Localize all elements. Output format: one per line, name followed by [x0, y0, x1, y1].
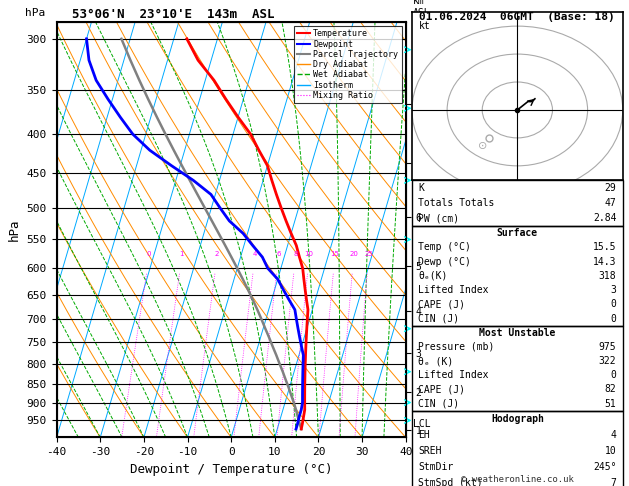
Text: 47: 47	[604, 198, 616, 208]
Text: km
ASL: km ASL	[413, 0, 430, 17]
Text: CAPE (J): CAPE (J)	[418, 384, 465, 395]
Text: EH: EH	[418, 430, 430, 440]
Y-axis label: hPa: hPa	[8, 218, 21, 241]
Text: Lifted Index: Lifted Index	[418, 285, 489, 295]
Text: © weatheronline.co.uk: © weatheronline.co.uk	[461, 474, 574, 484]
Text: 2: 2	[215, 251, 220, 257]
Text: 318: 318	[599, 271, 616, 281]
X-axis label: Dewpoint / Temperature (°C): Dewpoint / Temperature (°C)	[130, 463, 332, 476]
Text: 6: 6	[276, 251, 281, 257]
Text: 4: 4	[611, 430, 616, 440]
Text: Most Unstable: Most Unstable	[479, 328, 555, 338]
Text: 82: 82	[604, 384, 616, 395]
Text: CIN (J): CIN (J)	[418, 313, 459, 324]
Text: K: K	[418, 183, 424, 192]
Legend: Temperature, Dewpoint, Parcel Trajectory, Dry Adiabat, Wet Adiabat, Isotherm, Mi: Temperature, Dewpoint, Parcel Trajectory…	[294, 26, 401, 103]
Text: 14.3: 14.3	[593, 257, 616, 267]
Text: 4: 4	[253, 251, 257, 257]
Text: 2.84: 2.84	[593, 213, 616, 223]
Text: 0: 0	[611, 313, 616, 324]
Text: 01.06.2024  06GMT  (Base: 18): 01.06.2024 06GMT (Base: 18)	[420, 12, 615, 22]
Text: θₑ(K): θₑ(K)	[418, 271, 448, 281]
Text: 20: 20	[349, 251, 358, 257]
Text: 15.5: 15.5	[593, 243, 616, 252]
Text: StmDir: StmDir	[418, 462, 454, 472]
Text: 322: 322	[599, 356, 616, 366]
Text: 15: 15	[330, 251, 339, 257]
Text: SREH: SREH	[418, 446, 442, 456]
Text: 3: 3	[611, 285, 616, 295]
Text: 245°: 245°	[593, 462, 616, 472]
Text: 0: 0	[611, 370, 616, 380]
Text: Temp (°C): Temp (°C)	[418, 243, 471, 252]
Text: kt: kt	[419, 20, 431, 31]
Text: 29: 29	[604, 183, 616, 192]
Text: Pressure (mb): Pressure (mb)	[418, 342, 494, 352]
Text: 10: 10	[304, 251, 314, 257]
Text: 10: 10	[604, 446, 616, 456]
Text: CIN (J): CIN (J)	[418, 399, 459, 409]
Text: 1: 1	[180, 251, 184, 257]
Text: 975: 975	[599, 342, 616, 352]
Text: Hodograph: Hodograph	[491, 414, 544, 424]
Text: 0: 0	[147, 251, 152, 257]
Text: 8: 8	[293, 251, 298, 257]
Text: 7: 7	[611, 478, 616, 486]
Text: θₑ (K): θₑ (K)	[418, 356, 454, 366]
Text: Totals Totals: Totals Totals	[418, 198, 494, 208]
Text: PW (cm): PW (cm)	[418, 213, 459, 223]
Text: Surface: Surface	[497, 228, 538, 238]
Text: Dewp (°C): Dewp (°C)	[418, 257, 471, 267]
Text: Lifted Index: Lifted Index	[418, 370, 489, 380]
Text: 25: 25	[364, 251, 373, 257]
Text: ⊙: ⊙	[477, 141, 487, 151]
Text: hPa: hPa	[25, 8, 45, 17]
Text: CAPE (J): CAPE (J)	[418, 299, 465, 309]
Text: 0: 0	[611, 299, 616, 309]
Text: 51: 51	[604, 399, 616, 409]
Text: StmSpd (kt): StmSpd (kt)	[418, 478, 483, 486]
Text: 53°06'N  23°10'E  143m  ASL: 53°06'N 23°10'E 143m ASL	[57, 8, 274, 21]
Text: LCL: LCL	[413, 419, 430, 429]
